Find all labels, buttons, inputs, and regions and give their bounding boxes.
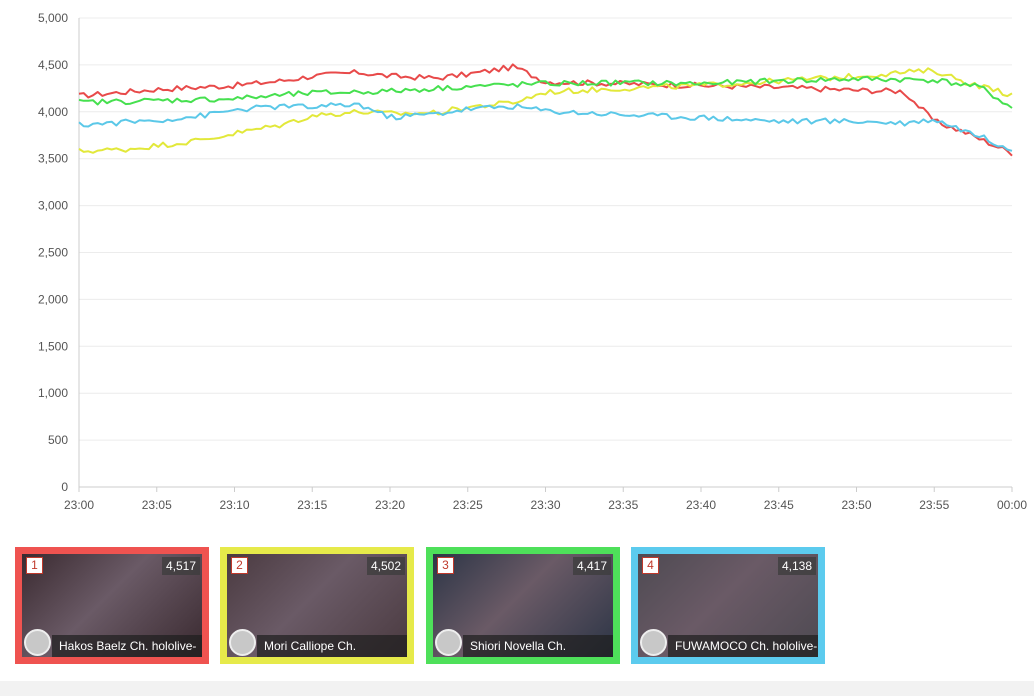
x-tick-label: 23:55 — [919, 498, 949, 512]
x-tick-label: 23:05 — [142, 498, 172, 512]
viewer-count-chart: 0 500 1,000 1,500 2,000 2,500 3,000 3,500 4,000 4… — [38, 11, 1027, 512]
rank-badge: 4 — [642, 557, 659, 574]
rank-badge: 1 — [26, 557, 43, 574]
series-line-4 — [78, 102, 1013, 152]
y-tick-label: 4,000 — [38, 105, 68, 119]
y-tick-label: 2,500 — [38, 246, 68, 260]
x-tick-label: 23:50 — [841, 498, 871, 512]
viewer-count-badge: 4,138 — [777, 557, 816, 575]
channel-avatar — [435, 629, 462, 656]
x-tick-label: 23:20 — [375, 498, 405, 512]
y-tick-label: 1,500 — [38, 339, 68, 353]
y-tick-label: 2,000 — [38, 292, 68, 306]
x-tick-label: 23:15 — [297, 498, 327, 512]
x-tick-label: 23:30 — [530, 498, 560, 512]
rank-badge: 2 — [231, 557, 248, 574]
stream-card-1[interactable]: 1 4,517 Hakos Baelz Ch. hololive- — [15, 547, 209, 664]
y-tick-label: 3,000 — [38, 199, 68, 213]
viewer-count-badge: 4,502 — [366, 557, 405, 575]
stream-thumbnail: 1 4,517 Hakos Baelz Ch. hololive- — [22, 554, 202, 657]
series-line-1 — [78, 63, 1013, 157]
x-tick-label: 23:35 — [608, 498, 638, 512]
stream-thumbnail: 2 4,502 Mori Calliope Ch. — [227, 554, 407, 657]
series-line-2 — [78, 67, 1013, 154]
series-line-3 — [78, 75, 1013, 109]
channel-name: Hakos Baelz Ch. hololive- — [52, 635, 202, 657]
x-tick-label: 23:45 — [764, 498, 794, 512]
y-tick-label: 1,000 — [38, 386, 68, 400]
y-tick-label: 500 — [48, 433, 68, 447]
stream-card-4[interactable]: 4 4,138 FUWAMOCO Ch. hololive- — [631, 547, 825, 664]
stream-card-3[interactable]: 3 4,417 Shiori Novella Ch. — [426, 547, 620, 664]
viewer-count-badge: 4,417 — [572, 557, 611, 575]
y-tick-label: 3,500 — [38, 152, 68, 166]
channel-name: Shiori Novella Ch. — [463, 635, 613, 657]
y-tick-label: 5,000 — [38, 11, 68, 25]
channel-avatar — [640, 629, 667, 656]
channel-name: FUWAMOCO Ch. hololive- — [668, 635, 818, 657]
channel-avatar — [229, 629, 256, 656]
viewer-count-badge: 4,517 — [161, 557, 200, 575]
y-tick-label: 4,500 — [38, 58, 68, 72]
x-tick-label: 23:40 — [686, 498, 716, 512]
footer-band — [0, 681, 1034, 696]
rank-badge: 3 — [437, 557, 454, 574]
x-tick-label: 23:00 — [64, 498, 94, 512]
x-tick-label: 23:10 — [219, 498, 249, 512]
channel-name: Mori Calliope Ch. — [257, 635, 407, 657]
stream-thumbnail: 3 4,417 Shiori Novella Ch. — [433, 554, 613, 657]
channel-avatar — [24, 629, 51, 656]
x-tick-label: 00:00 — [997, 498, 1027, 512]
stream-card-2[interactable]: 2 4,502 Mori Calliope Ch. — [220, 547, 414, 664]
stream-thumbnail: 4 4,138 FUWAMOCO Ch. hololive- — [638, 554, 818, 657]
y-tick-label: 0 — [61, 480, 68, 494]
x-tick-label: 23:25 — [453, 498, 483, 512]
